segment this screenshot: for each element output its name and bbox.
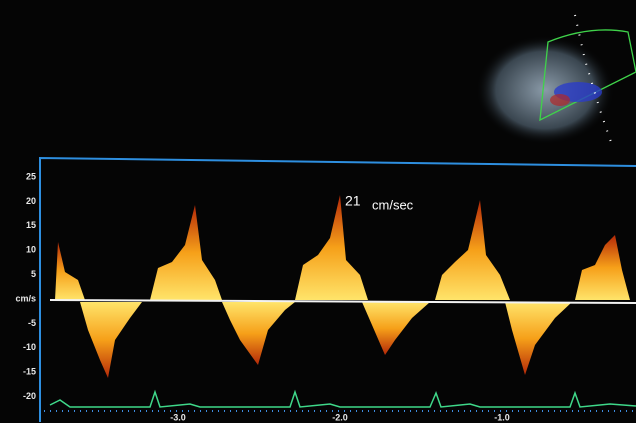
- screen: 252015105cm/s-5-10-15-20-3.0-2.0-1.0 21 …: [0, 0, 636, 423]
- y-tick-label: -20: [23, 391, 36, 401]
- annotation-unit: cm/sec: [372, 197, 414, 212]
- y-tick-label: cm/s: [15, 293, 36, 303]
- y-tick-label: 5: [31, 269, 36, 279]
- y-tick-label: 10: [26, 245, 36, 255]
- annotation-value: 21: [345, 193, 361, 209]
- y-tick-label: 25: [26, 171, 36, 181]
- y-tick-label: 15: [26, 220, 36, 230]
- y-tick-label: 20: [26, 196, 36, 206]
- y-tick-label: -5: [28, 318, 36, 328]
- x-tick-label: -2.0: [332, 412, 348, 422]
- y-tick-label: -15: [23, 367, 36, 377]
- x-tick-label: -3.0: [170, 412, 186, 422]
- x-tick-label: -1.0: [494, 412, 510, 422]
- y-tick-label: -10: [23, 342, 36, 352]
